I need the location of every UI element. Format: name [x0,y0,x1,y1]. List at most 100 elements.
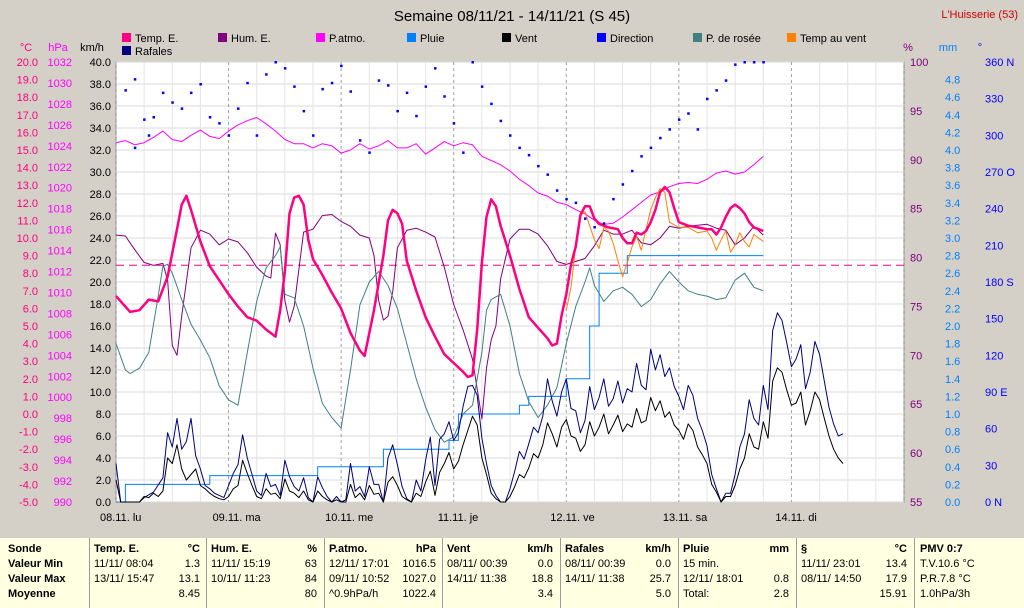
direction-point [283,67,287,70]
temp-tick-label: 3.0 [23,356,38,368]
wind-tick-label: 22.0 [90,255,111,267]
wind-series-line [115,367,844,503]
wind-tick-label: 2.0 [96,475,111,487]
min-value: 63 [304,558,317,570]
direction-point [527,153,531,157]
direction-tick-label: 150 [985,314,1003,326]
legend-label: Vent [515,33,537,45]
direction-point [255,134,259,137]
direction-point [480,85,484,88]
temp-tick-label: 17.0 [17,110,38,122]
mean-value: 5.0 [655,588,671,600]
rain-tick-label: 1.4 [945,374,960,386]
rain-tick-label: 2.6 [945,268,960,280]
direction-point [452,122,456,125]
col-section: § °C 11/11/ 23:01 13.4 08/11/ 14:50 17.9… [796,538,913,608]
pressure-tick-label: 996 [54,434,72,446]
col-unit: hPa [415,543,436,555]
gust-series-line [115,312,844,503]
direction-point [443,95,446,98]
direction-point [246,81,249,85]
summary-table: Sonde Valeur Min Valeur Max Moyenne Temp… [0,538,1024,608]
wind-tick-label: 38.0 [90,79,111,91]
direction-point [640,155,643,158]
direction-point [659,136,662,140]
wind-tick-label: 6.0 [96,431,111,443]
col-patmo: P.atmo. hPa 12/11/ 17:01 1016.5 09/11/ 1… [324,538,442,608]
temp-tick-label: 11.0 [17,215,38,227]
legend-swatch [122,46,131,55]
direction-tick-label: 210 [985,240,1003,252]
direction-point [677,118,681,121]
humidity-tick-label: 85 [910,204,922,216]
min-date: 11/11/ 23:01 [801,558,861,570]
pressure-axis-title: hPa [48,42,68,54]
row-label-sonde: Sonde [8,543,42,555]
col-title: P.atmo. [329,543,368,555]
min-date: 08/11/ 00:39 [565,558,626,570]
direction-point [387,84,390,87]
direction-point [124,89,127,92]
legend-swatch [597,33,606,42]
temp-tick-label: 4.0 [23,339,38,351]
col-unit: °C [894,543,907,555]
direction-point [321,87,324,91]
direction-tick-label: 30 [985,460,997,472]
col-title: Rafales [565,543,605,555]
station-name: L'Huisserie (53) [941,9,1018,21]
col-title: Hum. E. [211,543,252,555]
rain-tick-label: 3.0 [945,233,960,245]
direction-point [565,197,568,201]
temp-tick-label: 15.0 [17,145,38,157]
direction-point [612,197,615,201]
wind-tick-label: 40.0 [90,57,111,69]
x-day-label: 08.11. lu [100,512,141,524]
temp-tick-label: 7.0 [23,286,38,298]
col-pmv: PMV 0:7 T.V.10.6 °C P.R.7.8 °C 1.0hPa/3h [914,538,1024,608]
temp-tick-label: 6.0 [23,303,38,315]
max-value: 0.8 [773,573,789,585]
direction-point [171,101,174,104]
pressure-tick-label: 1020 [48,183,72,195]
rain-tick-label: 0.2 [945,479,960,491]
direction-point [377,79,381,82]
rain-tick-label: 4.6 [945,92,960,104]
max-date: 14/11/ 11:38 [565,573,625,585]
wind-tick-label: 24.0 [90,233,111,245]
direction-point [133,78,137,81]
col-unit: % [307,543,317,555]
dewpoint-series-line [115,246,764,443]
legend-label: Pluie [420,33,444,45]
direction-point [462,151,465,154]
mean-value: 1022.4 [402,588,436,600]
legend-swatch [218,33,227,42]
pmv-title: PMV 0:7 [920,543,963,555]
direction-point [208,116,212,119]
legend-swatch [122,33,131,42]
weather-chart: Semaine 08/11/21 - 14/11/21 (S 45) L'Huis… [17,8,1018,524]
max-value: 25.7 [649,573,671,585]
rain-tick-label: 1.8 [945,339,960,351]
direction-point [584,217,587,220]
wind-tick-label: 36.0 [90,101,111,113]
col-unit: mm [769,543,789,555]
col-vent: Vent km/h 08/11/ 00:39 0.0 14/11/ 11:38 … [442,538,559,608]
direction-point [490,102,493,106]
direction-point [668,128,671,131]
wind-tick-label: 14.0 [90,343,111,355]
wind-tick-label: 10.0 [90,387,111,399]
direction-tick-label: 360 N [985,57,1014,69]
mean-note: Total: [683,588,710,600]
rain-tick-label: 4.0 [945,145,960,157]
temp-tick-label: 10.0 [17,233,38,245]
pressure-tick-label: 1004 [48,350,72,362]
wind-tick-label: 30.0 [90,167,111,179]
wind-tick-label: 16.0 [90,321,111,333]
direction-point [434,67,437,70]
direction-point [509,134,512,137]
mean-value: 2.8 [773,588,789,600]
direction-point [218,122,221,125]
direction-point [368,151,371,154]
direction-point [546,173,549,176]
max-date: 09/11/ 10:52 [329,573,390,585]
